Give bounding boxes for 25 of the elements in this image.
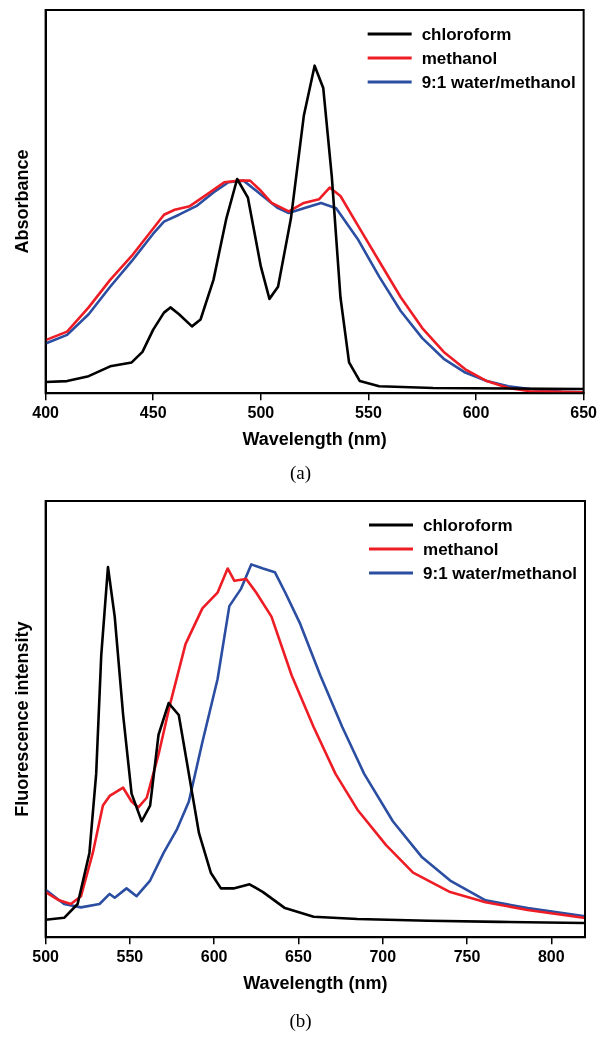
x-tick-label: 500 bbox=[247, 404, 275, 422]
text: (b) bbox=[288, 1009, 313, 1033]
legend-label: chloroform bbox=[423, 515, 513, 535]
y-axis-title: Absorbance bbox=[11, 149, 32, 254]
x-tick-label: 500 bbox=[32, 948, 60, 966]
x-axis-title: Wavelength (nm) bbox=[243, 973, 388, 994]
x-tick-label: 650 bbox=[285, 948, 312, 966]
legend-label: methanol bbox=[423, 539, 499, 559]
x-tick-label: 600 bbox=[462, 404, 490, 422]
legend-label: chloroform bbox=[421, 24, 512, 44]
x-tick-label: 450 bbox=[139, 404, 167, 422]
x-tick-label: 400 bbox=[32, 404, 60, 422]
x-tick-label: 650 bbox=[570, 404, 598, 422]
x-tick-label: 600 bbox=[200, 948, 228, 966]
x-axis-title: Wavelength (nm) bbox=[242, 429, 387, 450]
y-axis-title: Fluorescence intensity bbox=[11, 621, 32, 817]
legend-label: 9:1 water/methanol bbox=[423, 563, 578, 583]
text: (a) bbox=[288, 461, 313, 485]
legend-label: methanol bbox=[421, 48, 498, 68]
x-tick-label: 750 bbox=[453, 948, 481, 966]
legend-label: 9:1 water/methanol bbox=[421, 72, 576, 92]
x-tick-label: 800 bbox=[537, 948, 565, 966]
x-tick-label: 550 bbox=[355, 404, 382, 422]
x-tick-label: 550 bbox=[116, 948, 144, 966]
x-tick-label: 700 bbox=[369, 948, 397, 966]
